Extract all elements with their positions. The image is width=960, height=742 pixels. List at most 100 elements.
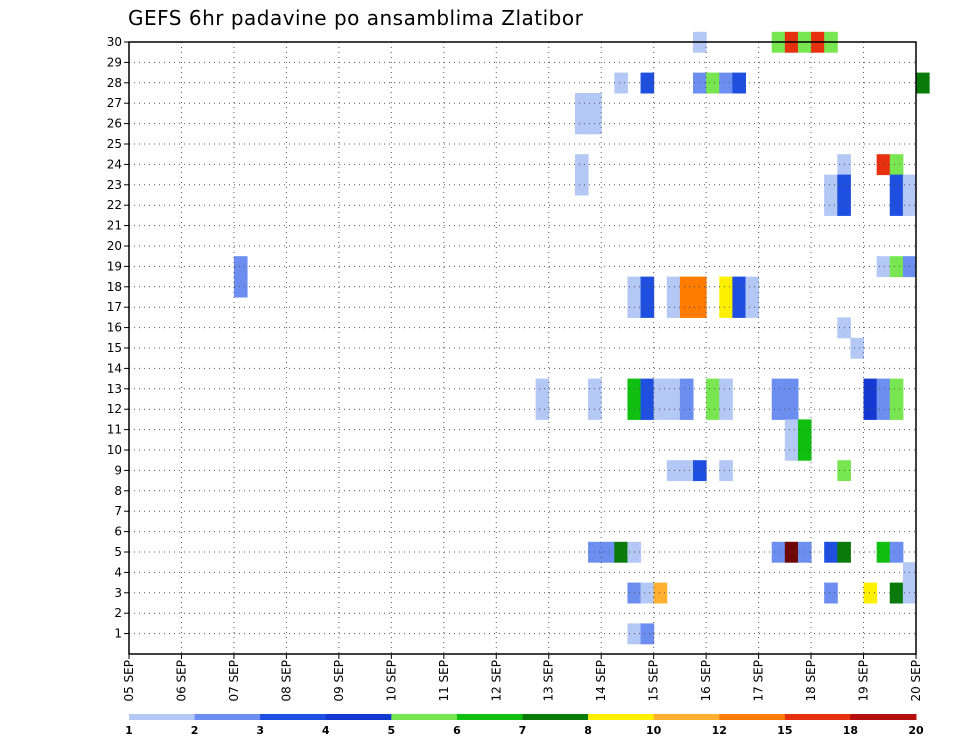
colorbar-label: 3 — [256, 724, 264, 737]
heatmap-cell — [679, 378, 694, 400]
colorbar-segment — [719, 714, 786, 720]
x-tick-label: 05 SEP — [122, 660, 136, 702]
x-tick-label: 19 SEP — [857, 660, 871, 702]
heatmap-cell — [889, 154, 904, 176]
heatmap-cell — [640, 582, 655, 604]
heatmap-cell — [666, 276, 681, 298]
heatmap-cell — [771, 541, 786, 563]
x-tick-label: 16 SEP — [699, 660, 713, 702]
heatmap-cell — [640, 72, 655, 94]
heatmap-cell — [679, 460, 694, 482]
heatmap-cell — [850, 337, 865, 359]
x-tick-label: 08 SEP — [279, 660, 293, 702]
colorbar-label: 7 — [519, 724, 527, 737]
heatmap-cell — [876, 541, 891, 563]
y-tick-label: 18 — [107, 280, 122, 294]
y-tick-label: 2 — [114, 606, 122, 620]
colorbar-label: 8 — [584, 724, 592, 737]
heatmap-cell — [233, 276, 248, 298]
y-tick-label: 13 — [107, 382, 122, 396]
heatmap-cell — [614, 541, 628, 563]
heatmap-cell — [824, 174, 838, 196]
heatmap-cell — [824, 195, 838, 216]
colorbar-segment — [391, 714, 458, 720]
colorbar-label: 15 — [777, 724, 792, 737]
y-tick-label: 9 — [114, 463, 122, 477]
colorbar-segment — [260, 714, 327, 720]
heatmap-cell — [719, 460, 733, 482]
colorbar-label: 12 — [712, 724, 727, 737]
grid-layer — [129, 41, 916, 654]
colorbar-label: 20 — [908, 724, 924, 737]
x-tick-label: 14 SEP — [594, 660, 608, 702]
x-tick-label: 20 SEP — [909, 660, 923, 702]
colorbar-label: 6 — [453, 724, 461, 737]
heatmap-cell — [666, 460, 681, 482]
heatmap-cell — [666, 399, 681, 420]
heatmap-cell — [574, 174, 589, 196]
colorbar-segment — [129, 714, 196, 720]
heatmap-cell — [745, 276, 760, 298]
chart-title: GEFS 6hr padavine po ansamblima Zlatibor — [128, 6, 584, 30]
heatmap-cell — [863, 582, 878, 604]
y-tick-label: 17 — [107, 300, 122, 314]
heatmap-cell — [876, 256, 891, 278]
heatmap-cell — [719, 276, 733, 298]
heatmap-cell — [771, 399, 786, 420]
heatmap-cell — [876, 399, 891, 420]
colorbar-segment — [784, 714, 851, 720]
x-tick-label: 11 SEP — [437, 660, 451, 702]
x-tick-label: 07 SEP — [227, 660, 241, 702]
heatmap-cell — [614, 72, 628, 94]
y-tick-label: 1 — [114, 627, 122, 641]
y-tick-label: 25 — [107, 137, 122, 151]
y-tick-label: 4 — [114, 565, 122, 579]
heatmap-cell — [719, 72, 733, 94]
y-tick-label: 26 — [107, 117, 122, 131]
heatmap-cell — [653, 378, 668, 400]
y-tick-label: 30 — [107, 35, 122, 49]
colorbar-label: 4 — [322, 724, 330, 737]
y-tick-label: 5 — [114, 545, 122, 559]
heatmap-cell — [876, 378, 891, 400]
heatmap-cell — [719, 297, 733, 318]
heatmap-cell — [824, 582, 838, 604]
y-tick-label: 20 — [107, 239, 122, 253]
heatmap-cell — [640, 378, 655, 400]
colorbar-label: 1 — [125, 724, 133, 737]
cells-layer — [233, 31, 930, 645]
heatmap-cell — [784, 378, 799, 400]
heatmap-cell — [784, 399, 799, 420]
heatmap-cell — [889, 256, 904, 278]
heatmap-cell — [535, 399, 550, 420]
heatmap-cell — [679, 399, 694, 420]
x-axis-ticks: 05 SEP 06 SEP 07 SEP 08 SEP 09 SEP 10 SEP 11 S… — [122, 654, 923, 702]
y-tick-label: 28 — [107, 76, 122, 90]
heatmap-cell — [719, 399, 733, 420]
colorbar-segment — [194, 714, 261, 720]
colorbar-segment — [588, 714, 655, 720]
y-tick-label: 12 — [107, 402, 122, 416]
colorbar-label: 2 — [191, 724, 199, 737]
y-axis-ticks: 1234567891011121314151617181920212223242… — [107, 35, 129, 641]
y-tick-label: 16 — [107, 321, 122, 335]
colorbar-label: 10 — [646, 724, 662, 737]
heatmap-cell — [679, 276, 694, 298]
heatmap-cell — [666, 297, 681, 318]
y-tick-label: 11 — [107, 423, 122, 437]
y-tick-label: 3 — [114, 586, 122, 600]
y-tick-label: 8 — [114, 484, 122, 498]
x-tick-label: 15 SEP — [647, 660, 661, 702]
heatmap-cell — [889, 399, 904, 420]
heatmap-cell — [771, 378, 786, 400]
heatmap-cell — [535, 378, 550, 400]
y-tick-label: 6 — [114, 525, 122, 539]
colorbar-segment — [653, 714, 720, 720]
heatmap-cell — [233, 256, 248, 278]
x-tick-label: 09 SEP — [332, 660, 346, 702]
heatmap-cell — [601, 541, 615, 563]
y-tick-label: 24 — [107, 157, 122, 171]
heatmap-cell — [574, 93, 589, 114]
x-tick-label: 06 SEP — [174, 660, 188, 702]
